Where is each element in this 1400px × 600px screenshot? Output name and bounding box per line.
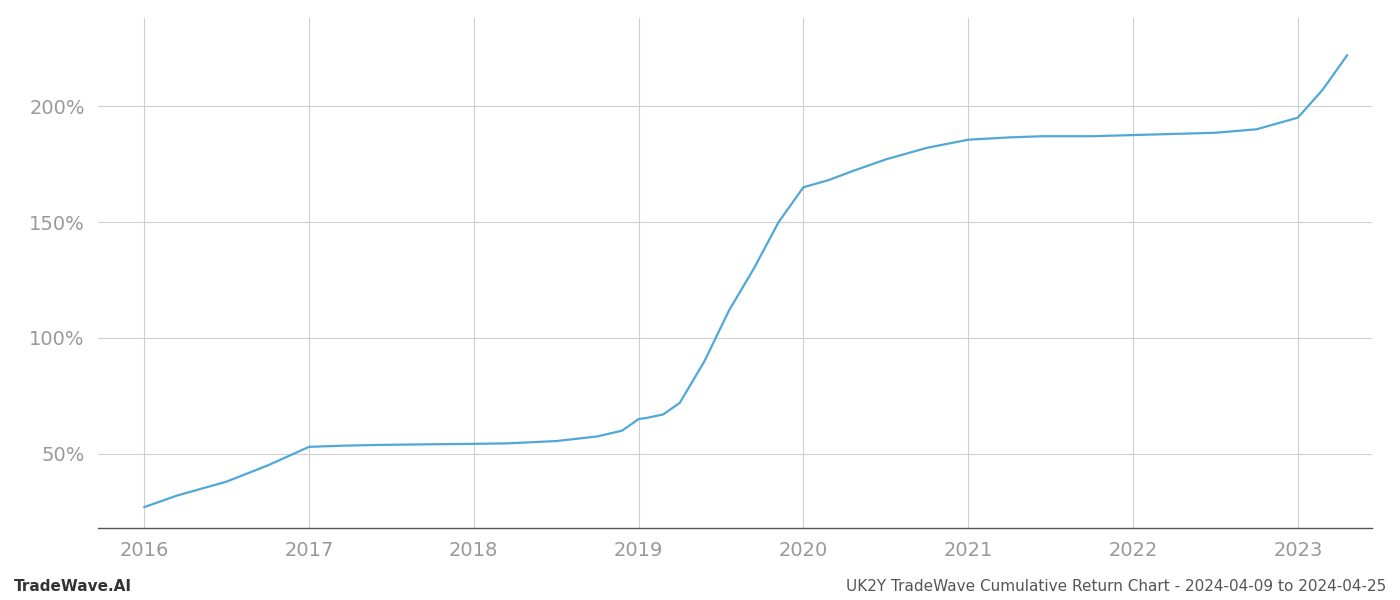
Text: TradeWave.AI: TradeWave.AI — [14, 579, 132, 594]
Text: UK2Y TradeWave Cumulative Return Chart - 2024-04-09 to 2024-04-25: UK2Y TradeWave Cumulative Return Chart -… — [846, 579, 1386, 594]
